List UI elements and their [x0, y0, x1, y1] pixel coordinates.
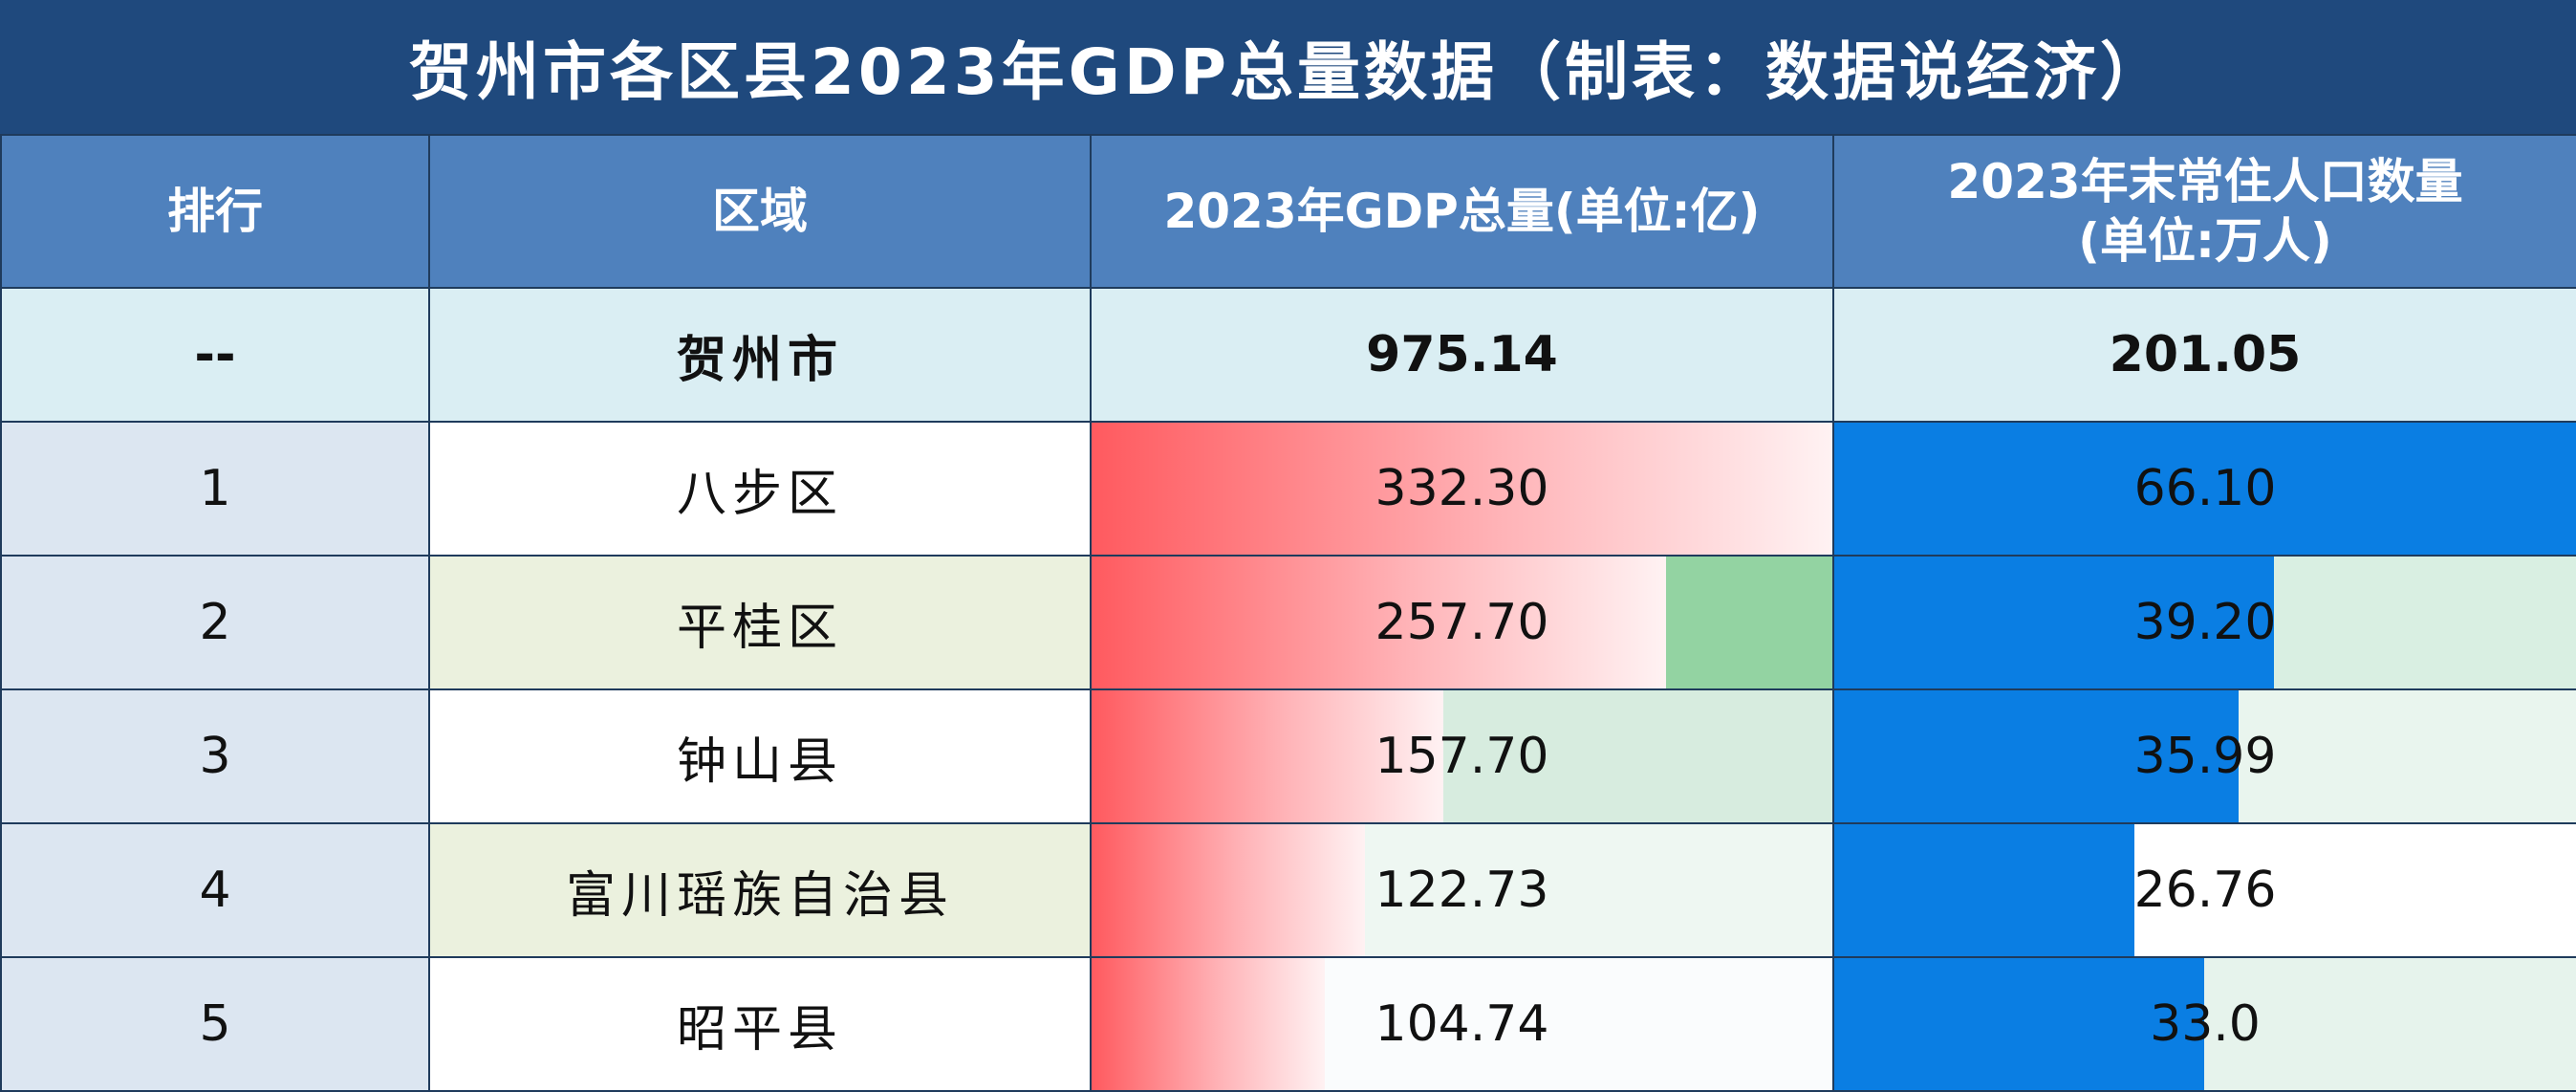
total-rank: --	[0, 287, 430, 423]
population-cell: 35.99	[1832, 688, 2576, 824]
gdp-cell: 122.73	[1090, 822, 1834, 958]
gdp-value: 122.73	[1375, 862, 1549, 919]
gdp-value: 332.30	[1375, 460, 1549, 517]
population-data-bar	[1835, 557, 2275, 688]
table-row: 1 八步区 332.30 66.10	[0, 421, 2576, 557]
gdp-value: 157.70	[1375, 728, 1549, 785]
gdp-cell: 332.30	[1090, 421, 1834, 557]
total-population: 201.05	[1832, 287, 2576, 423]
population-value: 33.0	[2150, 995, 2261, 1053]
gdp-data-bar	[1093, 691, 1443, 821]
gdp-cell: 157.70	[1090, 688, 1834, 824]
population-value: 66.10	[2133, 460, 2277, 517]
rank-cell: 5	[0, 956, 430, 1092]
table-row: 3 钟山县 157.70 35.99	[0, 688, 2576, 824]
gdp-value: 104.74	[1375, 995, 1549, 1053]
header-population: 2023年末常住人口数量 (单位:万人)	[1832, 134, 2576, 289]
gdp-table: 排行 区域 2023年GDP总量(单位:亿) 2023年末常住人口数量 (单位:…	[0, 134, 2576, 1092]
table-row: 4 富川瑶族自治县 122.73 26.76	[0, 822, 2576, 958]
population-value: 39.20	[2133, 594, 2277, 651]
region-cell: 昭平县	[428, 956, 1092, 1092]
table-title: 贺州市各区县2023年GDP总量数据（制表：数据说经济）	[0, 0, 2576, 134]
rank-cell: 3	[0, 688, 430, 824]
gdp-cell: 257.70	[1090, 555, 1834, 690]
population-cell: 66.10	[1832, 421, 2576, 557]
region-cell: 钟山县	[428, 688, 1092, 824]
population-value: 26.76	[2133, 862, 2277, 919]
population-data-bar	[1835, 691, 2239, 821]
region-cell: 八步区	[428, 421, 1092, 557]
rank-cell: 1	[0, 421, 430, 557]
rank-cell: 2	[0, 555, 430, 690]
gdp-data-bar	[1093, 557, 1666, 688]
total-row: -- 贺州市 975.14 201.05	[0, 287, 2576, 423]
population-data-bar	[1835, 959, 2205, 1089]
header-region: 区域	[428, 134, 1092, 289]
table-row: 5 昭平县 104.74 33.0	[0, 956, 2576, 1092]
total-region: 贺州市	[428, 287, 1092, 423]
population-cell: 33.0	[1832, 956, 2576, 1092]
gdp-value: 257.70	[1375, 594, 1549, 651]
population-cell: 39.20	[1832, 555, 2576, 690]
header-rank: 排行	[0, 134, 430, 289]
population-data-bar	[1835, 424, 2575, 554]
rank-cell: 4	[0, 822, 430, 958]
gdp-data-bar	[1093, 424, 1831, 554]
total-gdp: 975.14	[1090, 287, 1834, 423]
population-value: 35.99	[2133, 728, 2277, 785]
region-cell: 富川瑶族自治县	[428, 822, 1092, 958]
gdp-cell: 104.74	[1090, 956, 1834, 1092]
table-row: 2 平桂区 257.70 39.20	[0, 555, 2576, 690]
header-gdp: 2023年GDP总量(单位:亿)	[1090, 134, 1834, 289]
header-row: 排行 区域 2023年GDP总量(单位:亿) 2023年末常住人口数量 (单位:…	[0, 134, 2576, 289]
population-cell: 26.76	[1832, 822, 2576, 958]
header-population-line1: 2023年末常住人口数量	[1947, 153, 2463, 209]
header-population-line2: (单位:万人)	[2078, 213, 2332, 269]
gdp-data-bar	[1093, 959, 1326, 1089]
region-cell: 平桂区	[428, 555, 1092, 690]
gdp-data-bar	[1093, 825, 1366, 955]
population-data-bar	[1835, 825, 2135, 955]
